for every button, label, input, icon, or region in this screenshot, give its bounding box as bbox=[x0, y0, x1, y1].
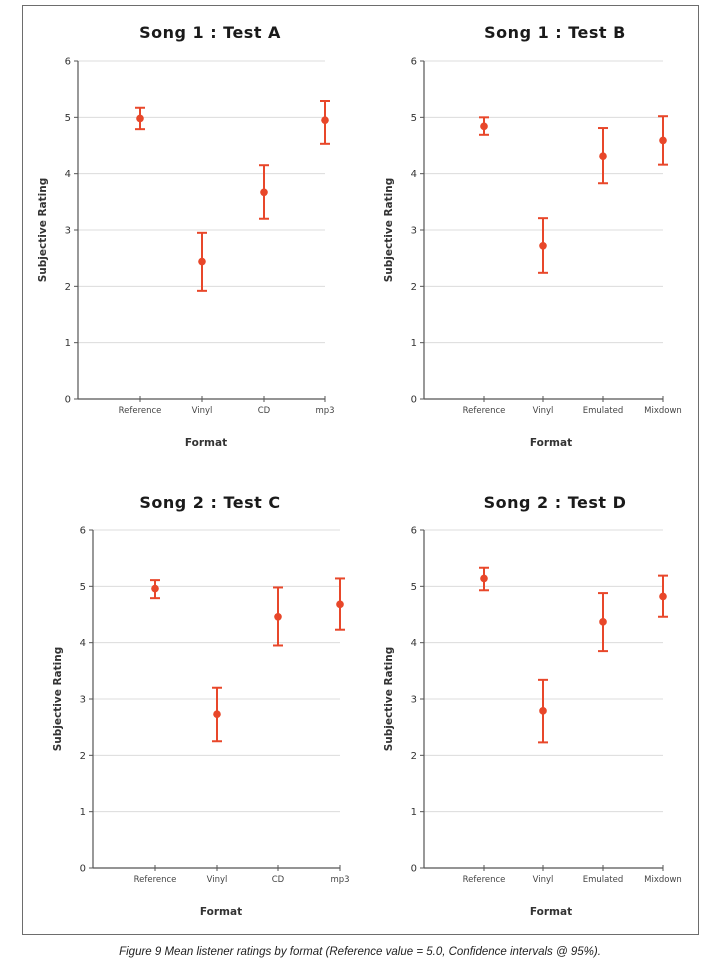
error-bar-mixdown bbox=[658, 115, 668, 166]
x-tick-label: Vinyl bbox=[533, 406, 554, 416]
chart-title: Song 2 : Test D bbox=[484, 493, 627, 512]
mean-point bbox=[539, 707, 547, 715]
mean-point bbox=[659, 592, 667, 601]
y-tick-label: 6 bbox=[411, 526, 417, 537]
y-tick-label: 0 bbox=[80, 864, 86, 875]
figure-frame bbox=[22, 5, 699, 935]
mean-point bbox=[213, 710, 221, 719]
mean-point bbox=[336, 600, 344, 609]
x-tick-label: Vinyl bbox=[207, 875, 228, 885]
error-bar-vinyl bbox=[538, 678, 548, 744]
error-bar-emulated bbox=[598, 127, 608, 185]
x-tick-label: CD bbox=[258, 406, 271, 416]
y-tick-label: 3 bbox=[65, 226, 71, 237]
y-tick-label: 2 bbox=[65, 282, 71, 293]
y-tick-label: 4 bbox=[65, 169, 71, 180]
x-axis-label: Format bbox=[200, 906, 242, 918]
y-tick-label: 5 bbox=[411, 113, 417, 124]
chart-title: Song 1 : Test A bbox=[139, 23, 281, 42]
x-tick-label: Emulated bbox=[583, 406, 624, 416]
y-tick-label: 5 bbox=[80, 582, 86, 593]
y-tick-label: 2 bbox=[411, 751, 417, 762]
y-tick-label: 1 bbox=[65, 338, 71, 349]
error-bar-reference bbox=[135, 106, 145, 131]
y-tick-label: 6 bbox=[65, 57, 71, 68]
x-tick-label: Vinyl bbox=[533, 875, 554, 885]
mean-point bbox=[274, 612, 282, 621]
x-axis-label: Format bbox=[185, 437, 227, 449]
error-bar-mixdown bbox=[658, 574, 668, 618]
y-tick-label: 3 bbox=[411, 695, 417, 706]
figure-caption: Figure 9 Mean listener ratings by format… bbox=[119, 946, 601, 958]
mean-point bbox=[599, 618, 607, 626]
y-tick-label: 4 bbox=[411, 638, 417, 649]
error-bar-cd bbox=[259, 164, 269, 220]
chart-song1-test-b: Song 1 : Test B 0 1 2 3 4 5 6 Reference Vinyl Emul… bbox=[383, 23, 682, 449]
y-tick-label: 3 bbox=[80, 695, 86, 706]
y-tick-label: 1 bbox=[411, 338, 417, 349]
y-tick-label: 5 bbox=[411, 582, 417, 593]
mean-point bbox=[480, 574, 488, 583]
error-bar-reference bbox=[479, 566, 489, 592]
error-bar-cd bbox=[273, 586, 283, 647]
y-tick-label: 2 bbox=[80, 751, 86, 762]
x-axis-label: Format bbox=[530, 906, 572, 918]
y-axis-label: Subjective Rating bbox=[383, 178, 395, 283]
error-bar-vinyl bbox=[212, 686, 222, 743]
error-bar-vinyl bbox=[197, 231, 207, 292]
x-tick-label: Mixdown bbox=[644, 406, 682, 416]
chart-title: Song 1 : Test B bbox=[484, 23, 626, 42]
y-axis-label: Subjective Rating bbox=[383, 647, 395, 752]
mean-point bbox=[599, 152, 607, 161]
mean-point bbox=[198, 257, 206, 266]
x-tick-label: CD bbox=[272, 875, 285, 885]
chart-song2-test-d: Song 2 : Test D 0 1 2 3 4 5 6 Reference Vinyl Emul… bbox=[383, 493, 682, 918]
mean-point bbox=[151, 584, 159, 593]
error-bar-reference bbox=[150, 579, 160, 600]
chart-song2-test-c: Song 2 : Test C 0 1 2 3 4 5 6 Reference Vinyl CD mp… bbox=[52, 493, 350, 918]
y-tick-label: 0 bbox=[411, 864, 417, 875]
error-bar-vinyl bbox=[538, 217, 548, 274]
x-tick-label: Reference bbox=[463, 875, 506, 885]
chart-title: Song 2 : Test C bbox=[139, 493, 280, 512]
x-axis-label: Format bbox=[530, 437, 572, 449]
x-tick-label: Emulated bbox=[583, 875, 624, 885]
error-bar-mp3 bbox=[320, 99, 330, 145]
mean-point bbox=[260, 188, 268, 197]
y-tick-label: 4 bbox=[80, 638, 86, 649]
y-tick-label: 4 bbox=[411, 169, 417, 180]
x-tick-label: Reference bbox=[119, 406, 162, 416]
error-bar-mp3 bbox=[335, 577, 345, 631]
error-bar-emulated bbox=[598, 592, 608, 653]
mean-point bbox=[321, 116, 329, 124]
x-tick-label: Vinyl bbox=[192, 406, 213, 416]
mean-point bbox=[539, 241, 547, 250]
y-tick-label: 6 bbox=[80, 526, 86, 537]
x-tick-label: Mixdown bbox=[644, 875, 682, 885]
x-tick-label: mp3 bbox=[330, 875, 349, 885]
mean-point bbox=[480, 122, 488, 131]
x-tick-label: mp3 bbox=[315, 406, 334, 416]
mean-point bbox=[659, 136, 667, 145]
y-tick-label: 1 bbox=[80, 807, 86, 818]
x-tick-label: Reference bbox=[134, 875, 177, 885]
y-tick-label: 5 bbox=[65, 113, 71, 124]
y-axis-label: Subjective Rating bbox=[37, 178, 49, 283]
y-tick-label: 0 bbox=[65, 395, 71, 406]
y-axis-label: Subjective Rating bbox=[52, 647, 64, 752]
y-tick-label: 3 bbox=[411, 226, 417, 237]
x-tick-label: Reference bbox=[463, 406, 506, 416]
y-tick-label: 0 bbox=[411, 395, 417, 406]
error-bar-reference bbox=[479, 116, 489, 136]
y-tick-label: 2 bbox=[411, 282, 417, 293]
y-tick-label: 6 bbox=[411, 57, 417, 68]
chart-song1-test-a: Song 1 : Test A 0 1 2 3 4 5 6 Reference Vinyl CD mp… bbox=[37, 23, 335, 449]
mean-point bbox=[136, 114, 144, 123]
y-tick-label: 1 bbox=[411, 807, 417, 818]
